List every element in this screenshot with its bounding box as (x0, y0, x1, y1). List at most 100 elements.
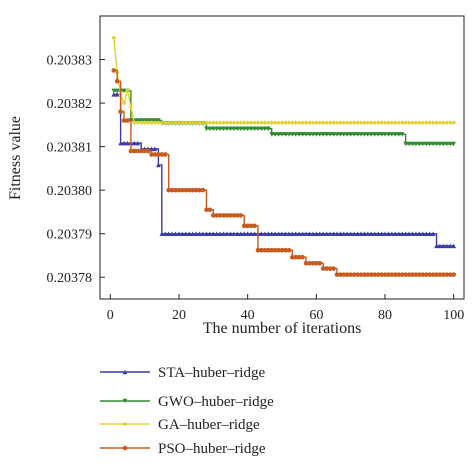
data-point (286, 132, 292, 137)
legend-swatch-marker (122, 445, 128, 451)
y-axis: 0.20378 0.20379 0.20380 0.20381 0.20382 0.203… (47, 54, 105, 286)
data-point (238, 213, 244, 218)
data-point (307, 260, 312, 266)
data-point (162, 152, 168, 157)
data-point (286, 231, 292, 236)
legend-label: PSO–huber–ridge (158, 441, 266, 457)
data-point (221, 126, 226, 132)
data-point (447, 272, 453, 277)
data-point (362, 132, 367, 137)
data-point (176, 120, 182, 125)
data-point (410, 120, 415, 125)
data-point (427, 231, 432, 236)
data-point (224, 120, 230, 125)
data-point (320, 231, 326, 236)
data-point (334, 120, 340, 125)
data-point (444, 243, 450, 249)
data-point (331, 266, 336, 271)
data-point (307, 231, 312, 236)
data-point (283, 231, 288, 236)
data-point (290, 231, 295, 236)
data-point (365, 272, 371, 277)
data-point (231, 213, 237, 218)
data-point (149, 146, 154, 152)
data-point (238, 120, 244, 125)
data-point (296, 132, 302, 137)
data-point (235, 126, 240, 132)
data-point (393, 231, 398, 236)
data-point (396, 272, 402, 277)
data-point (303, 231, 309, 236)
data-point (132, 120, 137, 125)
data-point (406, 141, 412, 147)
data-point (447, 120, 453, 125)
data-point (241, 231, 247, 236)
data-point (430, 141, 436, 147)
data-point (399, 120, 405, 125)
data-point (423, 141, 429, 147)
data-point (238, 126, 244, 132)
data-point (317, 132, 323, 137)
data-point (145, 120, 151, 125)
data-point (372, 132, 378, 137)
data-point (221, 120, 226, 125)
x-tick-label: 100 (443, 308, 464, 323)
data-point (211, 126, 216, 132)
data-point (410, 141, 415, 147)
data-point (362, 120, 367, 125)
data-point (375, 120, 381, 125)
x-tick-label: 80 (378, 308, 392, 323)
data-point (386, 272, 391, 277)
data-point (190, 231, 196, 236)
data-point (128, 105, 134, 110)
data-point (396, 132, 402, 137)
data-point (331, 132, 336, 137)
data-point (221, 231, 226, 236)
data-point (355, 120, 360, 125)
data-point (334, 132, 340, 137)
data-point (217, 213, 223, 218)
data-point (111, 92, 117, 97)
data-point (410, 272, 415, 277)
data-point (417, 272, 422, 277)
data-point (314, 260, 319, 266)
x-tick-label: 60 (309, 308, 323, 323)
data-point (344, 132, 350, 137)
data-point (231, 120, 237, 125)
data-point (358, 132, 364, 137)
data-point (114, 79, 120, 84)
data-point (355, 272, 360, 277)
series-diamond (111, 35, 456, 125)
legend-swatch-marker (122, 398, 128, 404)
data-point (389, 132, 395, 137)
data-point (375, 231, 381, 236)
data-point (173, 120, 178, 125)
data-point (417, 231, 422, 236)
data-point (245, 223, 250, 229)
data-point (204, 231, 209, 236)
data-point (173, 187, 178, 193)
data-point (224, 126, 230, 132)
data-point (265, 247, 271, 253)
data-point (441, 272, 446, 277)
data-point (441, 243, 446, 249)
data-point (235, 231, 240, 236)
data-point (265, 126, 271, 132)
data-point (365, 231, 371, 236)
data-point (269, 231, 274, 236)
data-point (341, 231, 347, 236)
data-point (423, 272, 429, 277)
data-point (262, 120, 268, 125)
data-point (451, 120, 456, 125)
data-point (224, 213, 230, 218)
data-point (386, 231, 391, 236)
data-point (324, 120, 329, 125)
data-point (125, 87, 130, 93)
data-point (444, 141, 450, 147)
data-point (348, 231, 353, 236)
data-point (327, 120, 333, 125)
data-point (341, 272, 347, 277)
data-point (197, 231, 202, 236)
data-point (358, 120, 364, 125)
data-point (406, 231, 412, 236)
